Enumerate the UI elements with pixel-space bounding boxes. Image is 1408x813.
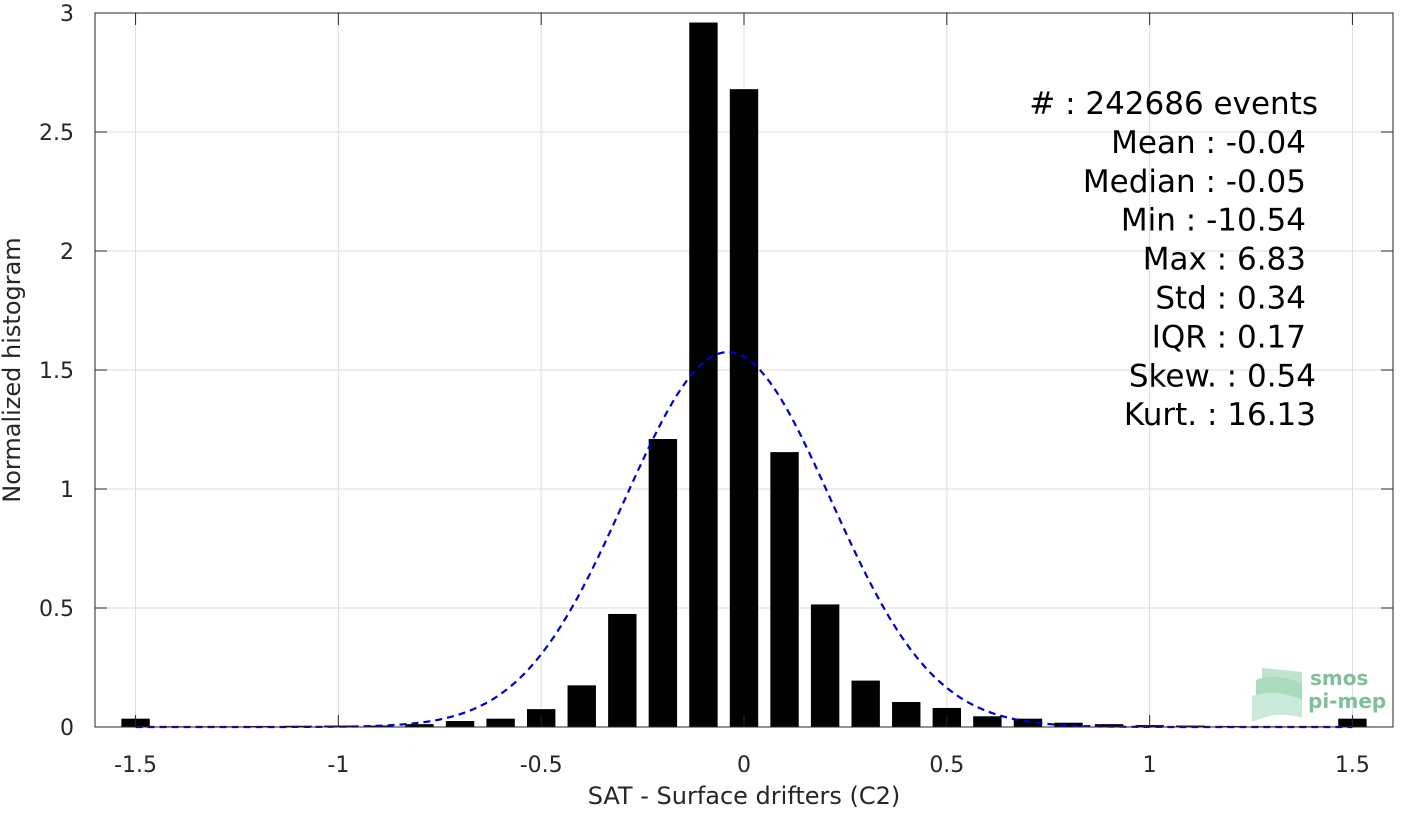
statistic-line: IQR : 0.17 (1152, 319, 1306, 355)
statistic-line: Max : 6.83 (1143, 242, 1306, 278)
x-tick-labels: -1.5 -1 -0.5 0 0.5 1 1.5 (114, 753, 1370, 778)
smos-pi-mep-logo: smos pi-mep (1252, 666, 1386, 722)
histogram-bar (486, 718, 515, 727)
logo-line-2: pi-mep (1308, 689, 1386, 713)
histogram-bar (1013, 718, 1043, 727)
histogram-bar (1054, 722, 1083, 727)
histogram-bar (851, 680, 880, 727)
x-tick-label: 1.5 (1335, 753, 1370, 778)
y-tick-label: 0.5 (39, 597, 74, 622)
statistic-line: Std : 0.34 (1155, 281, 1306, 317)
histogram-bar (770, 452, 799, 727)
x-tick-label: 0 (737, 753, 751, 778)
statistic-line: Median : -0.05 (1083, 164, 1306, 200)
histogram-bar (973, 716, 1002, 727)
y-axis-label: Normalized histogram (0, 237, 26, 502)
histogram-bar (648, 439, 678, 727)
y-tick-label: 3 (60, 2, 74, 27)
histogram-bar (608, 613, 637, 727)
logo-wave-icon (1252, 668, 1302, 722)
statistic-line: Kurt. : 16.13 (1124, 397, 1316, 433)
x-tick-label: -1 (327, 753, 349, 778)
y-tick-label: 1 (60, 478, 74, 503)
y-tick-label: 2 (60, 240, 74, 265)
statistic-line: Min : -10.54 (1121, 203, 1306, 239)
y-tick-label: 1.5 (39, 359, 74, 384)
histogram-bar (689, 22, 718, 727)
y-tick-labels: 0 0.5 1 1.5 2 2.5 3 (39, 2, 74, 741)
x-tick-label: -0.5 (520, 753, 563, 778)
x-tick-label: -1.5 (114, 753, 157, 778)
axis-ticks (95, 12, 1393, 728)
histogram-bar (405, 724, 434, 727)
x-tick-label: 0.5 (929, 753, 964, 778)
y-tick-label: 2.5 (39, 121, 74, 146)
histogram-bar (445, 721, 475, 727)
y-tick-label: 0 (60, 716, 74, 741)
histogram-bar (1175, 725, 1205, 727)
logo-line-1: smos (1310, 666, 1368, 690)
histogram-bar (729, 89, 759, 727)
histogram-bars (121, 22, 1367, 728)
x-axis-label: SAT - Surface drifters (C2) (588, 782, 901, 809)
statistic-line: # : 242686 events (1029, 86, 1318, 122)
statistic-line: Skew. : 0.54 (1129, 358, 1316, 394)
histogram-bar (567, 685, 596, 727)
x-tick-label: 1 (1143, 753, 1157, 778)
histogram-bar (892, 702, 921, 727)
histogram-bar (810, 604, 840, 727)
statistic-line: Mean : -0.04 (1111, 125, 1306, 161)
